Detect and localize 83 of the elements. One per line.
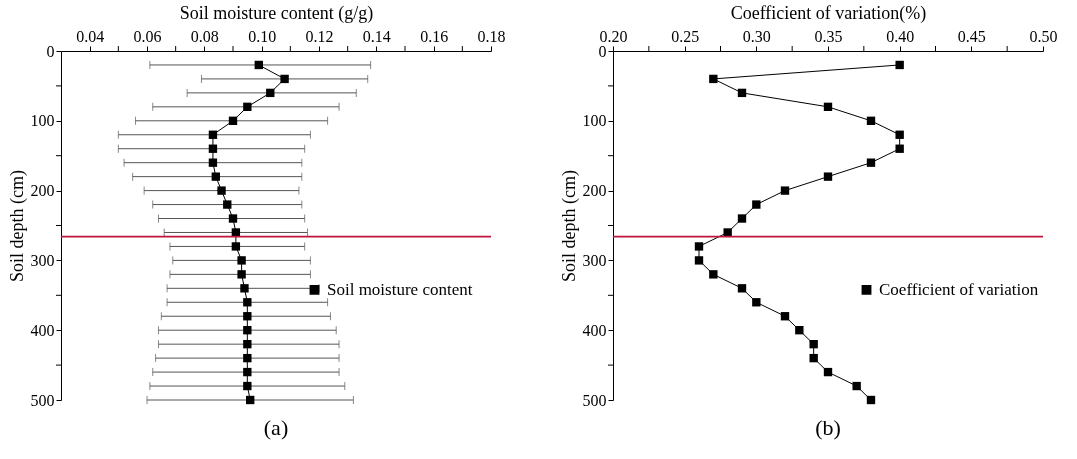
x-tick-label: 0.50	[1029, 27, 1058, 45]
y-tick-label: 500	[582, 391, 607, 409]
x-tick-label: 0.10	[248, 27, 277, 45]
x-axis-title: Soil moisture content (g/g)	[179, 2, 374, 24]
y-tick-label: 200	[582, 182, 607, 200]
point	[240, 284, 249, 293]
x-tick-label: 0.04	[76, 27, 105, 45]
x-tick-label: 0.20	[599, 27, 628, 45]
point	[866, 158, 876, 167]
y-axis-title: Soil depth (cm)	[558, 170, 580, 282]
point	[752, 200, 761, 209]
point	[237, 270, 246, 279]
point	[243, 353, 252, 363]
point	[795, 326, 804, 335]
legend-label: Coefficient of variation	[879, 279, 1039, 299]
text: (a)	[263, 415, 289, 440]
point	[223, 200, 232, 209]
point	[208, 158, 218, 167]
point	[866, 116, 876, 125]
text: (b)	[815, 415, 841, 440]
legend-label: Soil moisture content	[327, 279, 473, 299]
x-axis-title: Coefficient of variation(%)	[730, 2, 927, 24]
point	[809, 353, 818, 363]
y-tick-label: 300	[582, 251, 607, 269]
x-tick-label: 0.35	[814, 27, 843, 45]
x-tick-label: 0.25	[671, 27, 700, 45]
x-tick-label: 0.16	[420, 27, 449, 45]
point	[823, 172, 833, 181]
point	[780, 312, 790, 321]
x-tick-label: 0.30	[742, 27, 771, 45]
point	[895, 60, 904, 70]
point	[780, 186, 790, 195]
point	[217, 186, 226, 195]
y-tick-label: 100	[582, 112, 607, 130]
point	[243, 339, 252, 349]
point	[243, 326, 252, 335]
point	[694, 242, 704, 251]
x-tick-label: 0.14	[362, 27, 391, 45]
x-tick-label: 0.45	[957, 27, 986, 45]
point	[231, 242, 241, 251]
y-tick-label: 0	[46, 42, 55, 60]
point	[280, 74, 289, 84]
point	[243, 312, 252, 321]
x-tick-label: 0.12	[305, 27, 334, 45]
point	[866, 395, 876, 405]
y-tick-label: 300	[30, 251, 55, 269]
y-tick-label: 100	[30, 112, 55, 130]
point	[709, 74, 718, 84]
point	[243, 298, 252, 307]
point	[243, 381, 252, 391]
point	[694, 256, 704, 265]
point	[709, 270, 718, 279]
point	[237, 256, 246, 265]
x-tick-label: 0.40	[886, 27, 915, 45]
point	[228, 116, 238, 125]
y-axis-title: Soil depth (cm)	[6, 170, 28, 282]
point	[266, 88, 275, 98]
point	[895, 144, 904, 153]
point	[737, 284, 747, 293]
y-tick-label: 0	[598, 42, 607, 60]
point	[752, 298, 761, 307]
point	[852, 381, 861, 391]
point	[208, 130, 218, 139]
x-tick-label: 0.06	[133, 27, 162, 45]
x-tick-label: 0.08	[190, 27, 219, 45]
y-tick-label: 200	[30, 182, 55, 200]
point	[823, 367, 833, 377]
point	[211, 172, 220, 181]
point	[823, 102, 833, 112]
point	[737, 214, 747, 223]
point	[895, 130, 904, 139]
point	[246, 395, 255, 405]
point	[243, 367, 252, 377]
y-tick-label: 400	[30, 321, 55, 339]
x-tick-label: 0.18	[477, 27, 506, 45]
y-tick-label: 500	[30, 391, 55, 409]
point	[254, 60, 263, 70]
point	[228, 214, 238, 223]
point	[208, 144, 218, 153]
point	[737, 88, 747, 98]
point	[809, 339, 818, 349]
point	[243, 102, 252, 112]
y-tick-label: 400	[582, 321, 607, 339]
